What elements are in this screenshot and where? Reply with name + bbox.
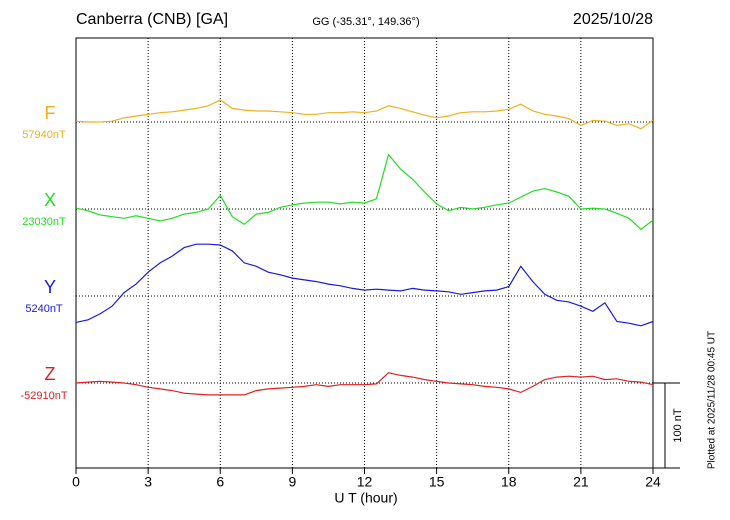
chart-date: 2025/10/28 [573, 11, 653, 28]
x-tick-label: 12 [357, 474, 373, 490]
chart-subtitle: GG (-35.31°, 149.36°) [312, 16, 419, 28]
plot-frame [75, 37, 654, 469]
x-tick-label: 9 [288, 474, 296, 490]
chart-title: Canberra (CNB) [GA] [76, 11, 228, 28]
series-name: Y [44, 277, 56, 297]
series-name: F [45, 103, 56, 123]
series-line [75, 99, 654, 130]
x-tick-label: 15 [429, 474, 445, 490]
series-line [75, 372, 654, 396]
scale-bar-label: 100 nT [672, 408, 684, 443]
baseline-label: 23030nT [22, 216, 66, 228]
baseline-label: 5240nT [25, 303, 63, 315]
x-tick-label: 6 [216, 474, 224, 490]
baseline-label: 57940nT [22, 129, 66, 141]
x-tick-label: 24 [645, 474, 661, 490]
x-tick-label: 18 [501, 474, 517, 490]
series-line [75, 243, 654, 327]
series-name: X [44, 190, 56, 210]
x-tick-label: 0 [72, 474, 80, 490]
x-axis-label: U T (hour) [334, 490, 397, 506]
x-tick-label: 21 [573, 474, 589, 490]
series-line [75, 153, 654, 231]
baseline-label: -52910nT [20, 390, 67, 402]
plot-note: Plotted at 2025/11/28 00:45 UT [707, 331, 718, 469]
x-tick-label: 3 [144, 474, 152, 490]
series-name: Z [45, 364, 56, 384]
